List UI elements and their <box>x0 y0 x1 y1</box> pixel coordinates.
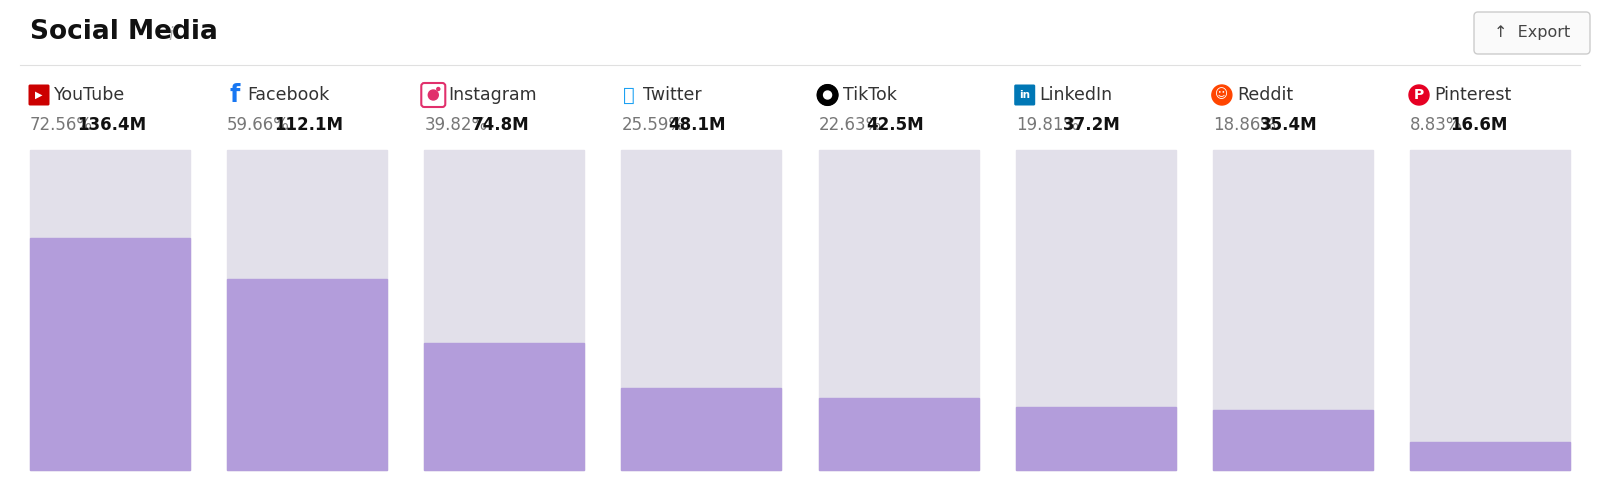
Bar <box>1410 442 1570 470</box>
Text: LinkedIn: LinkedIn <box>1040 86 1114 104</box>
Text: i: i <box>168 26 173 44</box>
Circle shape <box>437 88 440 91</box>
Text: 59.66%: 59.66% <box>227 116 290 134</box>
Text: Twitter: Twitter <box>643 86 702 104</box>
Text: 112.1M: 112.1M <box>274 116 344 134</box>
Text: Pinterest: Pinterest <box>1434 86 1512 104</box>
Text: 37.2M: 37.2M <box>1062 116 1120 134</box>
Circle shape <box>429 90 438 100</box>
FancyBboxPatch shape <box>1474 12 1590 54</box>
Text: 35.4M: 35.4M <box>1261 116 1318 134</box>
Text: Social Media: Social Media <box>30 19 218 45</box>
Text: in: in <box>1019 90 1030 100</box>
Bar <box>819 397 979 470</box>
Bar <box>621 388 781 470</box>
Bar <box>621 150 781 470</box>
Text: 8.83%: 8.83% <box>1410 116 1462 134</box>
Text: Reddit: Reddit <box>1237 86 1293 104</box>
Text: 18.86%: 18.86% <box>1213 116 1275 134</box>
Text: YouTube: YouTube <box>54 86 125 104</box>
Bar <box>1410 150 1570 470</box>
FancyBboxPatch shape <box>1014 84 1035 105</box>
Bar <box>227 279 387 470</box>
Bar <box>30 238 190 470</box>
Bar <box>30 150 190 470</box>
Bar <box>1213 150 1373 470</box>
Bar <box>1016 150 1176 470</box>
Text: 42.5M: 42.5M <box>866 116 923 134</box>
Text: 🐦: 🐦 <box>624 85 635 104</box>
Text: P: P <box>1414 88 1424 102</box>
Text: 19.81%: 19.81% <box>1016 116 1078 134</box>
Text: ↑  Export: ↑ Export <box>1494 25 1570 41</box>
Text: 74.8M: 74.8M <box>472 116 530 134</box>
FancyBboxPatch shape <box>421 83 445 107</box>
Text: 22.63%: 22.63% <box>819 116 882 134</box>
Text: 136.4M: 136.4M <box>77 116 146 134</box>
Text: f: f <box>229 83 240 107</box>
Text: 25.59%: 25.59% <box>621 116 685 134</box>
Bar <box>1016 407 1176 470</box>
Text: TikTok: TikTok <box>843 86 896 104</box>
Bar <box>424 150 584 470</box>
FancyBboxPatch shape <box>29 84 50 105</box>
Text: ▶: ▶ <box>35 90 43 100</box>
Circle shape <box>1410 85 1429 105</box>
Circle shape <box>818 85 837 105</box>
Bar <box>819 150 979 470</box>
Text: ☺: ☺ <box>1216 89 1229 101</box>
Bar <box>1213 410 1373 470</box>
Text: 72.56%: 72.56% <box>30 116 93 134</box>
Text: 39.82%: 39.82% <box>424 116 488 134</box>
Text: Facebook: Facebook <box>246 86 330 104</box>
Circle shape <box>824 91 832 99</box>
Text: 48.1M: 48.1M <box>669 116 726 134</box>
Circle shape <box>1211 85 1232 105</box>
Text: 16.6M: 16.6M <box>1450 116 1507 134</box>
Text: Instagram: Instagram <box>448 86 538 104</box>
Bar <box>227 150 387 470</box>
Bar <box>424 343 584 470</box>
